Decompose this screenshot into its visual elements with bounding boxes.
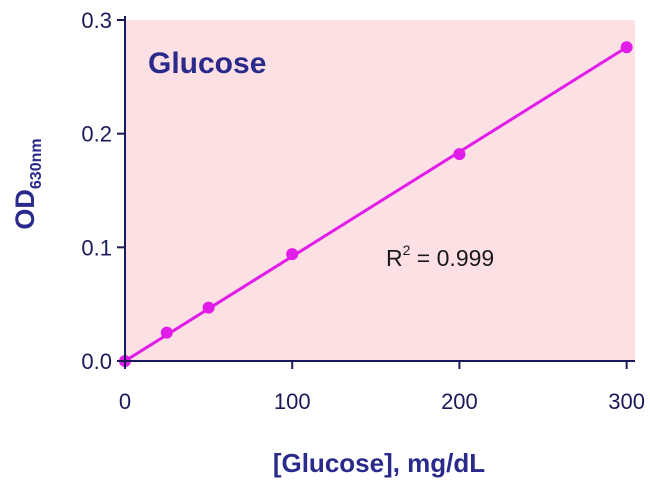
data-point xyxy=(160,326,173,339)
y-tick-label: 0.3 xyxy=(81,8,112,33)
x-tick-label: 300 xyxy=(608,389,645,414)
x-tick-label: 0 xyxy=(119,389,131,414)
chart-title: Glucose xyxy=(148,47,266,80)
x-tick-label: 200 xyxy=(441,389,478,414)
data-point xyxy=(453,148,466,161)
data-point xyxy=(286,248,299,261)
points-layer xyxy=(119,41,633,367)
y-tick-label: 0.0 xyxy=(81,349,112,374)
x-tick-label: 100 xyxy=(274,389,311,414)
r-squared-annotation: R2 = 0.999 xyxy=(386,242,494,271)
data-point xyxy=(202,301,215,314)
y-tick-label: 0.2 xyxy=(81,122,112,147)
x-axis-label: [Glucose], mg/dL xyxy=(273,448,485,478)
data-point xyxy=(620,41,633,54)
y-axis-label: OD630nm xyxy=(10,138,45,229)
axes: 0.0 0.1 0.2 0.3 0 100 200 300 xyxy=(81,8,645,414)
y-tick-label: 0.1 xyxy=(81,235,112,260)
